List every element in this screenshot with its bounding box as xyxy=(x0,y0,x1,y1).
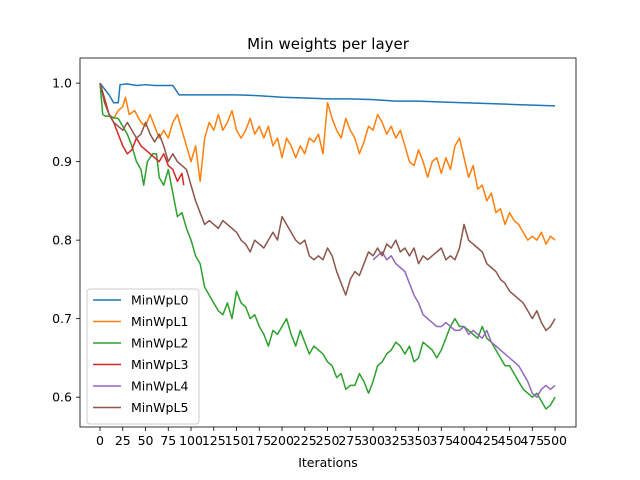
legend-label-minwpl5: MinWpL5 xyxy=(131,400,188,415)
x-tick-label: 300 xyxy=(361,433,385,448)
x-tick-label: 500 xyxy=(543,433,567,448)
y-tick-label: 0.8 xyxy=(52,233,72,248)
x-tick-label: 275 xyxy=(338,433,362,448)
legend-label-minwpl0: MinWpL0 xyxy=(131,293,188,308)
x-tick-label: 325 xyxy=(384,433,408,448)
x-tick-label: 400 xyxy=(452,433,476,448)
x-tick-label: 450 xyxy=(498,433,522,448)
legend-label-minwpl4: MinWpL4 xyxy=(131,379,188,394)
x-tick-label: 250 xyxy=(316,433,340,448)
y-tick-label: 0.7 xyxy=(52,311,72,326)
legend-label-minwpl1: MinWpL1 xyxy=(131,314,188,329)
x-tick-label: 350 xyxy=(407,433,431,448)
x-tick-label: 150 xyxy=(225,433,249,448)
x-tick-label: 100 xyxy=(179,433,203,448)
x-tick-label: 200 xyxy=(270,433,294,448)
x-tick-label: 175 xyxy=(247,433,271,448)
y-tick-label: 0.9 xyxy=(52,154,72,169)
series-line-minwpl3 xyxy=(99,82,185,186)
legend-box xyxy=(86,288,200,425)
y-tick-label: 1.0 xyxy=(52,76,72,91)
x-tick-label: 475 xyxy=(520,433,544,448)
x-tick-label: 0 xyxy=(96,433,104,448)
legend: MinWpL0 MinWpL1 MinWpL2 MinWpL3 MinWpL4 MinWp… xyxy=(86,288,200,425)
series-line-minwpl0 xyxy=(99,82,556,107)
y-tick-label: 0.6 xyxy=(52,390,72,405)
legend-label-minwpl2: MinWpL2 xyxy=(131,336,188,351)
x-tick-label: 225 xyxy=(293,433,317,448)
x-tick-label: 50 xyxy=(138,433,154,448)
series-line-minwpl2 xyxy=(99,83,556,410)
series-line-minwpl1 xyxy=(99,82,556,245)
plot-lines xyxy=(99,82,556,410)
chart-title: Min weights per layer xyxy=(247,35,410,53)
series-line-minwpl5 xyxy=(99,82,556,332)
series-line-minwpl4 xyxy=(372,251,556,398)
x-tick-label: 25 xyxy=(115,433,131,448)
y-axis-ticks: 0.6 0.7 0.8 0.9 1.0 xyxy=(52,76,80,405)
plot-frame xyxy=(79,57,577,428)
x-tick-label: 375 xyxy=(429,433,453,448)
x-tick-label: 125 xyxy=(202,433,226,448)
x-tick-label: 75 xyxy=(160,433,176,448)
x-tick-label: 425 xyxy=(475,433,499,448)
x-axis-label: Iterations xyxy=(298,455,358,470)
x-axis-ticks: 0 25 50 75 100125150175200225250275300325350… xyxy=(96,427,567,448)
legend-label-minwpl3: MinWpL3 xyxy=(131,357,188,372)
